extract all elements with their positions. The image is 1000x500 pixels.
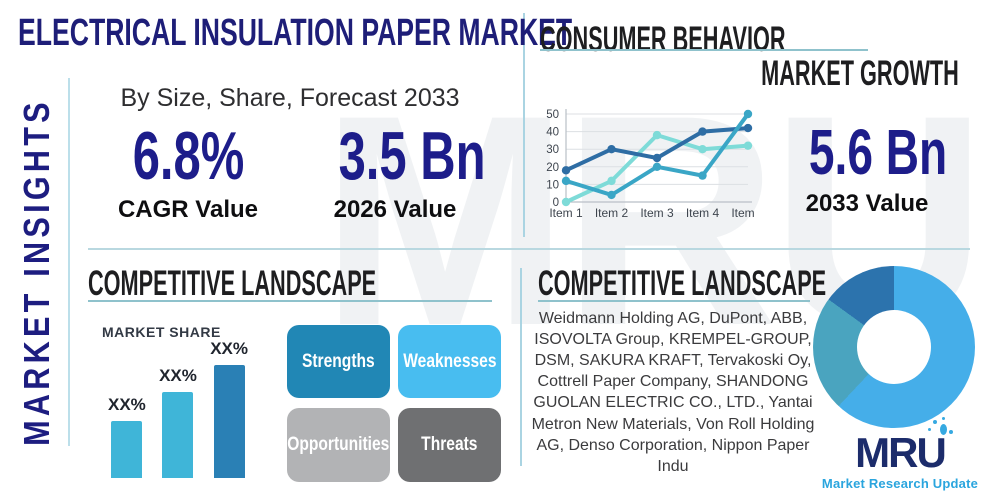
swot-box-label: Strengths — [302, 350, 375, 372]
svg-text:Item 4: Item 4 — [686, 206, 720, 220]
sidebar-divider-line — [68, 78, 70, 446]
svg-text:10: 10 — [546, 179, 559, 191]
bar-rect — [162, 392, 194, 478]
stat-cagr-label: CAGR Value — [117, 196, 259, 223]
stat-2033-label: 2033 Value — [805, 190, 929, 217]
swot-grid: Strengths Weaknesses Opportunities Threats — [287, 325, 501, 482]
stat-2033-value: 5.6 Bn — [808, 116, 948, 188]
bar-value-label: XX% — [210, 339, 248, 358]
landscape-right-underline — [538, 300, 810, 302]
bar-value-label: XX% — [108, 395, 146, 414]
stat-cagr-value: 6.8% — [132, 118, 244, 194]
competitive-landscape-left-heading: COMPETITIVE LANDSCAPE — [88, 264, 377, 303]
swot-box-label: Threats — [421, 434, 478, 455]
swot-box-label: Weaknesses — [402, 350, 497, 372]
logo-splash-icon — [939, 424, 947, 435]
page-subtitle: By Size, Share, Forecast 2033 — [120, 84, 460, 112]
companies-list: Weidmann Holding AG, DuPont, ABB, ISOVOL… — [531, 310, 815, 475]
bar-rect — [111, 421, 143, 478]
competitive-landscape-right-heading: COMPETITIVE LANDSCAPE — [538, 264, 827, 303]
svg-text:20: 20 — [546, 162, 559, 174]
stat-2033: 5.6 Bn 2033 Value — [782, 120, 952, 218]
svg-text:Item 5: Item 5 — [731, 206, 758, 220]
svg-text:50: 50 — [546, 109, 559, 121]
swot-box-weaknesses: Weaknesses — [398, 325, 501, 398]
svg-text:30: 30 — [546, 144, 559, 156]
landscape-left-underline — [88, 300, 492, 302]
stat-2026-value: 3.5 Bn — [338, 118, 486, 194]
bar-value-label: XX% — [159, 366, 197, 385]
consumer-behavior-heading: CONSUMER BEHAVIOR — [540, 20, 786, 59]
stat-2026-label: 2026 Value — [333, 196, 457, 223]
vertical-divider-top — [523, 13, 525, 237]
svg-text:0: 0 — [553, 197, 559, 209]
stat-cagr: 6.8% CAGR Value — [103, 122, 273, 224]
mru-logo-text: MRU — [855, 417, 953, 474]
swot-box-opportunities: Opportunities — [287, 408, 390, 482]
stat-2026: 3.5 Bn 2026 Value — [310, 118, 486, 224]
swot-box-strengths: Strengths — [287, 325, 390, 398]
market-growth-heading: MARKET GROWTH — [761, 54, 959, 93]
mru-logo-tagline: Market Research Update — [821, 476, 979, 491]
mru-logo: MRU Market Research Update — [820, 417, 980, 491]
svg-text:Item 2: Item 2 — [595, 206, 629, 220]
swot-box-label: Opportunities — [287, 434, 390, 455]
line-chart-svg: 0 10 20 30 40 50 Item 1 Item 2 Item 3 Item 4 Item … — [546, 109, 758, 220]
sidebar-vertical-label: MARKET INSIGHTS — [16, 98, 57, 446]
swot-box-threats: Threats — [398, 408, 501, 482]
page-title: ELECTRICAL INSULATION PAPER MARKET — [18, 12, 573, 54]
donut-chart — [813, 266, 975, 428]
vertical-divider-bottom — [520, 268, 522, 466]
market-share-bar: XX% — [108, 395, 146, 478]
svg-text:Item 1: Item 1 — [549, 206, 583, 220]
consumer-heading-underline — [540, 49, 868, 51]
market-share-label: MARKET SHARE — [102, 324, 221, 340]
svg-text:Item 3: Item 3 — [640, 206, 674, 220]
bar-rect — [213, 365, 245, 478]
svg-text:40: 40 — [546, 127, 559, 139]
market-share-bar: XX% — [210, 339, 248, 478]
horizontal-divider — [88, 248, 970, 250]
market-share-chart: XX% XX% XX% — [108, 339, 248, 478]
market-share-bar: XX% — [159, 366, 197, 478]
